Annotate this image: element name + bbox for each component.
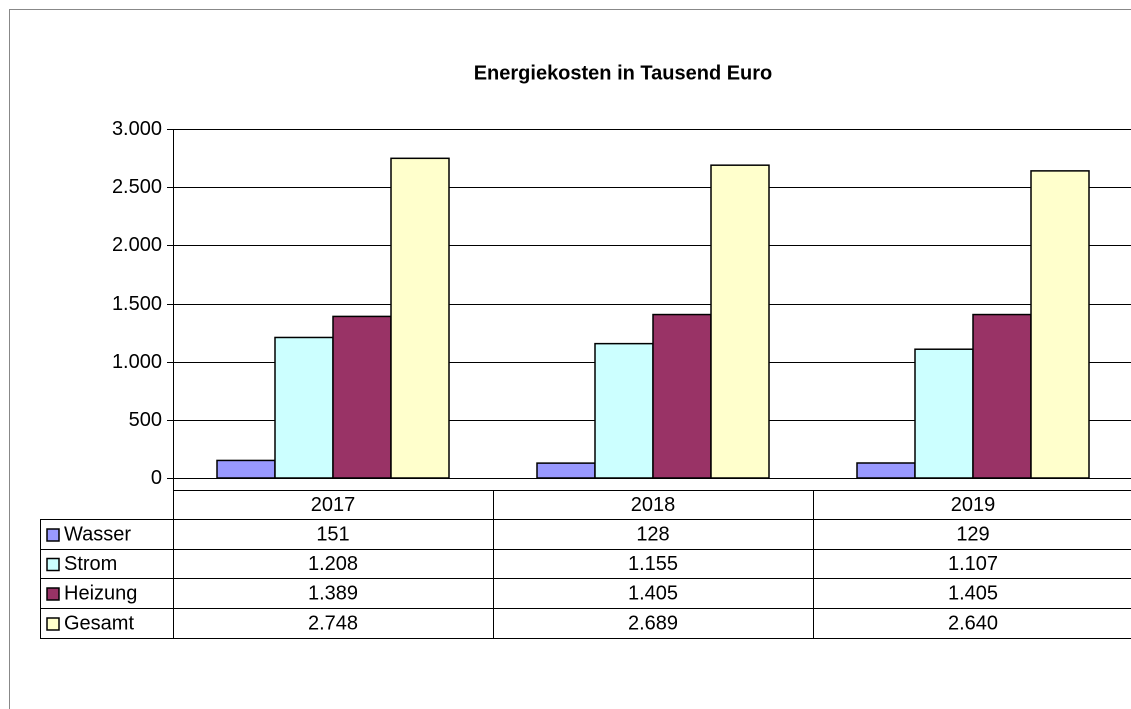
- bar: [332, 315, 392, 479]
- y-tick-label: 1.000: [112, 351, 162, 373]
- table-value: 1.107: [948, 553, 998, 575]
- bar: [1030, 170, 1090, 479]
- y-tick-label: 2.000: [112, 234, 162, 256]
- y-tick-label: 1.500: [112, 293, 162, 315]
- table-value: 1.389: [308, 582, 358, 604]
- table-value: 129: [956, 523, 989, 545]
- table-value: 1.405: [628, 582, 678, 604]
- y-tick-label: 500: [129, 409, 162, 431]
- legend-label: Wasser: [64, 523, 131, 545]
- legend-key: [46, 587, 60, 601]
- bar: [536, 462, 596, 479]
- bar: [390, 157, 450, 479]
- bar: [274, 336, 334, 479]
- table-value: 2.689: [628, 612, 678, 634]
- table-value: 1.405: [948, 582, 998, 604]
- table-value: 1.208: [308, 553, 358, 575]
- bar: [710, 164, 770, 479]
- x-tick-label: 2018: [631, 494, 676, 516]
- bar: [652, 313, 712, 479]
- table-value: 2.748: [308, 612, 358, 634]
- legend-label: Heizung: [64, 582, 137, 604]
- x-tick-label: 2017: [311, 494, 356, 516]
- bar: [856, 462, 916, 479]
- legend-key: [46, 617, 60, 631]
- bar: [914, 348, 974, 479]
- chart-title: Energiekosten in Tausend Euro: [474, 62, 773, 84]
- y-tick-label: 0: [151, 467, 162, 489]
- legend-key: [46, 557, 60, 572]
- table-value: 2.640: [948, 612, 998, 634]
- bar: [972, 313, 1032, 479]
- y-tick-label: 2.500: [112, 176, 162, 198]
- bar: [594, 342, 654, 479]
- y-tick-label: 3.000: [112, 118, 162, 140]
- table-value: 128: [636, 523, 669, 545]
- x-tick-label: 2019: [951, 494, 996, 516]
- bar: [216, 459, 276, 479]
- table-value: 1.155: [628, 553, 678, 575]
- table-value: 151: [316, 523, 349, 545]
- legend-label: Strom: [64, 553, 117, 575]
- legend-label: Gesamt: [64, 612, 134, 634]
- legend-key: [46, 528, 60, 542]
